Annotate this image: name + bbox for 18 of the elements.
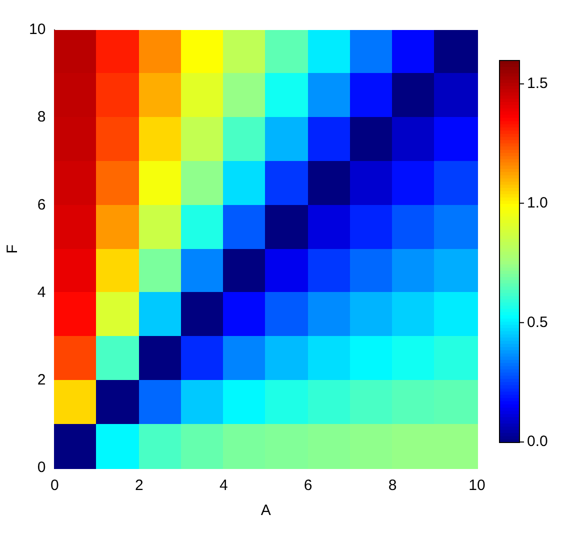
x-tick-label: 8 <box>388 477 397 494</box>
y-tick-label: 4 <box>37 284 46 301</box>
color-bar-label: 1.5 <box>527 75 548 92</box>
color-bar-label: 0.0 <box>527 433 548 450</box>
y-axis-title: F <box>4 244 22 254</box>
color-bar-label: 1.0 <box>527 194 548 212</box>
x-tick-label: 4 <box>219 477 228 494</box>
y-tick-label: 2 <box>37 372 46 389</box>
y-tick-label: 10 <box>28 21 46 38</box>
y-tick-label: 6 <box>37 196 46 214</box>
y-tick-label: 8 <box>37 108 46 126</box>
x-tick-label: 2 <box>134 477 144 494</box>
x-tick-label: 0 <box>50 477 59 494</box>
x-tick-label: 6 <box>304 477 312 494</box>
x-tick-label: 10 <box>468 477 486 494</box>
x-axis-title: A <box>260 502 271 520</box>
y-tick-label: 0 <box>37 459 46 476</box>
color-bar-label: 0.5 <box>527 314 548 331</box>
